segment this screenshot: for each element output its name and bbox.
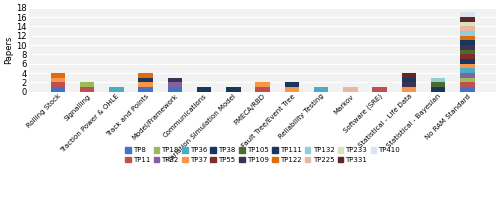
Bar: [256, 87, 270, 92]
Bar: [168, 78, 182, 82]
Bar: [460, 12, 474, 17]
Bar: [80, 82, 94, 87]
Bar: [284, 87, 299, 92]
Bar: [138, 82, 153, 87]
Bar: [431, 87, 446, 92]
Bar: [50, 73, 65, 78]
Bar: [460, 31, 474, 36]
Bar: [431, 78, 446, 82]
Bar: [460, 78, 474, 82]
Bar: [460, 26, 474, 31]
Bar: [460, 73, 474, 78]
Bar: [168, 87, 182, 92]
Bar: [50, 82, 65, 87]
Bar: [460, 50, 474, 54]
Bar: [460, 36, 474, 40]
Bar: [138, 87, 153, 92]
Bar: [343, 87, 357, 92]
Bar: [460, 40, 474, 45]
Bar: [460, 45, 474, 50]
Bar: [256, 82, 270, 87]
Y-axis label: Papers: Papers: [4, 35, 13, 64]
Bar: [138, 78, 153, 82]
Bar: [402, 82, 416, 87]
Bar: [80, 87, 94, 92]
Bar: [168, 82, 182, 87]
Bar: [402, 87, 416, 92]
Bar: [226, 87, 240, 92]
Bar: [402, 78, 416, 82]
Bar: [460, 82, 474, 87]
Bar: [50, 87, 65, 92]
Bar: [460, 22, 474, 26]
Bar: [197, 87, 212, 92]
Bar: [372, 87, 387, 92]
Bar: [138, 73, 153, 78]
Bar: [431, 82, 446, 87]
Bar: [460, 64, 474, 68]
Bar: [314, 87, 328, 92]
Bar: [460, 54, 474, 59]
Bar: [50, 78, 65, 82]
Bar: [402, 73, 416, 78]
Bar: [460, 87, 474, 92]
Legend: TP8, TP11, TP18, TP32, TP36, TP37, TP38, TP55, TP105, TP109, TP111, TP122, TP132: TP8, TP11, TP18, TP32, TP36, TP37, TP38,…: [125, 147, 400, 163]
Bar: [284, 82, 299, 87]
Bar: [460, 17, 474, 22]
Bar: [460, 68, 474, 73]
Bar: [109, 87, 124, 92]
Bar: [460, 59, 474, 64]
